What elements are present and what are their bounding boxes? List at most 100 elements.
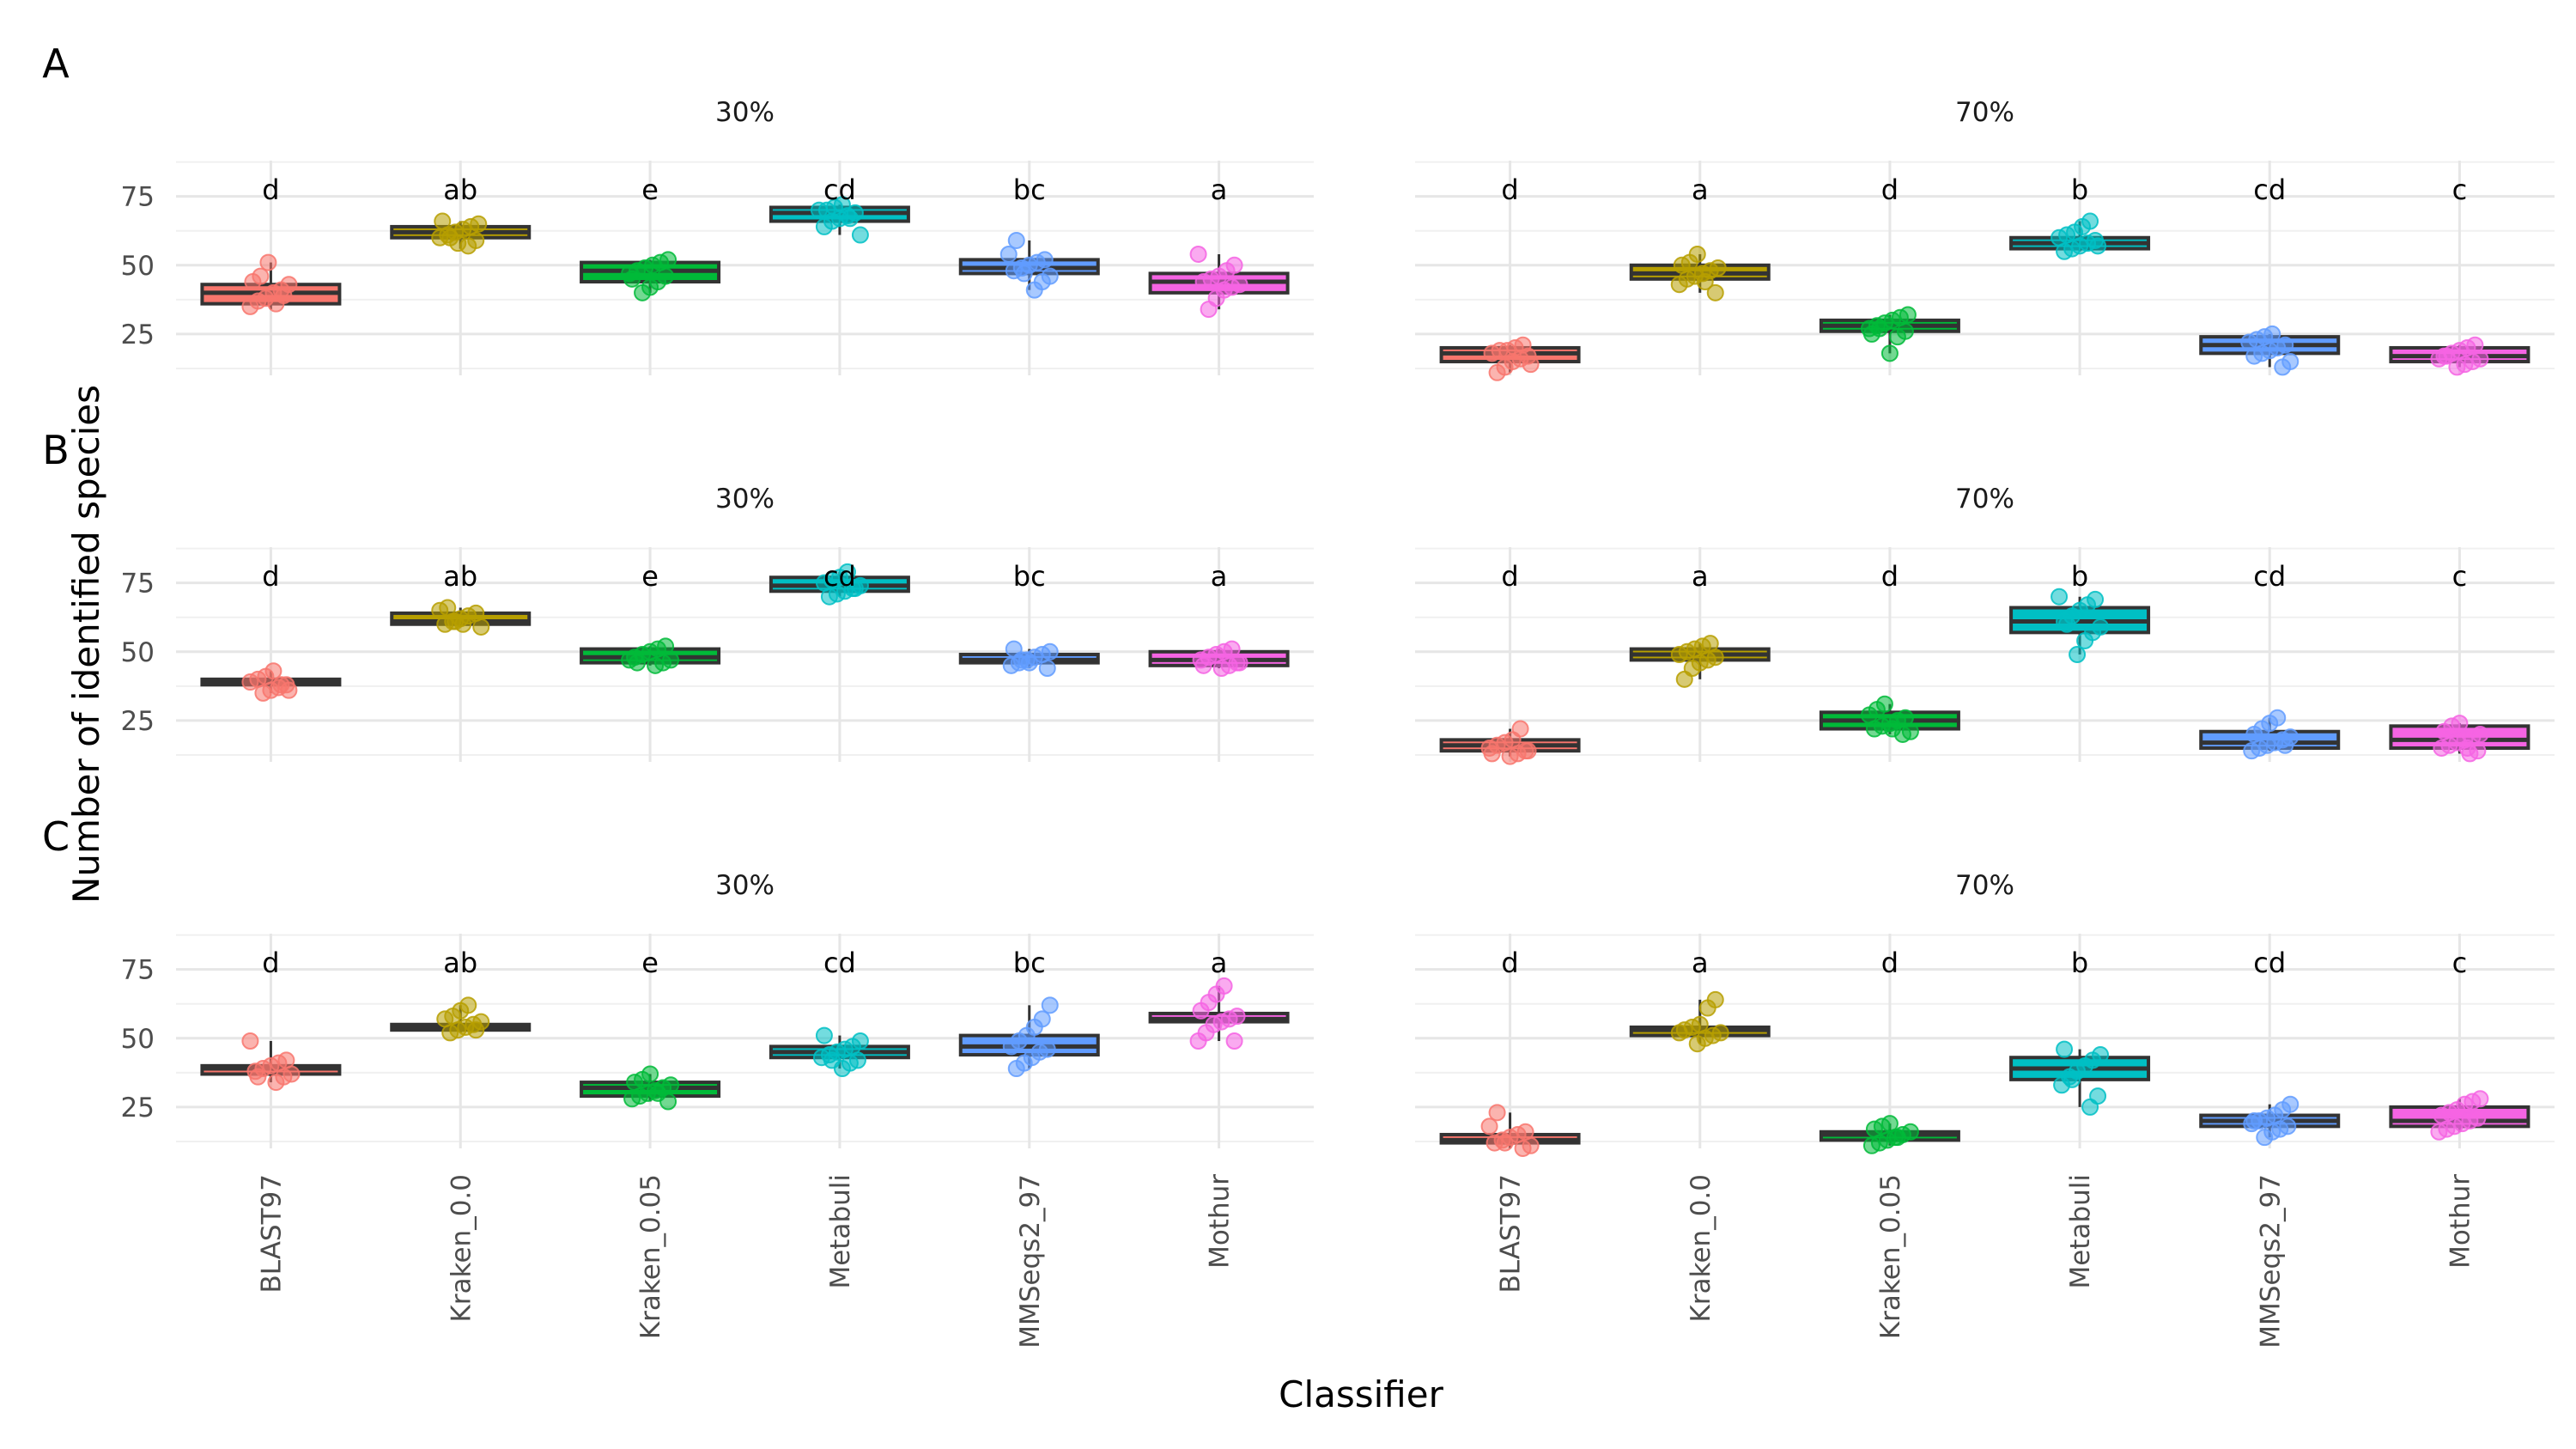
- facet-title: 70%: [1955, 97, 2014, 128]
- significance-letter: a: [1211, 560, 1228, 593]
- data-point: [1514, 336, 1532, 354]
- data-point: [1691, 1015, 1709, 1033]
- data-point: [467, 604, 485, 622]
- data-point: [2466, 336, 2484, 354]
- significance-letter: cd: [2253, 947, 2286, 979]
- data-point: [659, 251, 677, 269]
- data-point: [2438, 347, 2456, 365]
- significance-letter: ab: [443, 174, 477, 206]
- data-point: [1899, 306, 1917, 324]
- significance-letter: bc: [1013, 174, 1046, 206]
- y-tick-label: 75: [121, 569, 155, 600]
- facet-title: 70%: [1955, 870, 2014, 901]
- data-point: [1516, 1123, 1534, 1141]
- data-point: [1888, 1129, 1906, 1147]
- data-point: [2069, 646, 2087, 663]
- facet-A-70%: 70% d a d b cd c: [1415, 97, 2555, 381]
- data-point: [2089, 1087, 2107, 1105]
- significance-letter: d: [262, 174, 279, 206]
- panel-B: B 30% 25 50 75 d ab e cd bc a 70% d a d b cd c: [42, 427, 2555, 765]
- data-point: [851, 226, 869, 244]
- data-point: [2081, 212, 2099, 230]
- data-point: [2063, 1070, 2081, 1088]
- data-point: [2058, 615, 2076, 633]
- data-point: [1038, 1040, 1056, 1058]
- data-point: [1223, 640, 1241, 658]
- data-point: [454, 615, 472, 633]
- data-point: [449, 234, 467, 253]
- facet-title: 30%: [715, 870, 775, 901]
- data-point: [1007, 231, 1025, 249]
- data-point: [1522, 356, 1540, 374]
- data-point: [1020, 654, 1038, 672]
- data-point: [1688, 245, 1706, 263]
- significance-letter: d: [1501, 174, 1518, 206]
- data-point: [277, 1051, 295, 1069]
- data-point: [2087, 590, 2105, 608]
- significance-letter: e: [641, 947, 659, 979]
- data-point: [641, 1065, 659, 1083]
- data-point: [2092, 618, 2110, 636]
- data-point: [1880, 344, 1899, 362]
- data-point: [1215, 977, 1233, 995]
- data-point: [1480, 1117, 1498, 1135]
- data-point: [1488, 1104, 1506, 1122]
- significance-letter: d: [1501, 947, 1518, 979]
- data-point: [1511, 720, 1529, 738]
- significance-letter: b: [2071, 560, 2088, 593]
- significance-letter: d: [1881, 947, 1899, 979]
- data-point: [2281, 1095, 2300, 1113]
- data-point: [1036, 251, 1054, 269]
- data-point: [657, 637, 675, 655]
- significance-letter: c: [2452, 947, 2468, 979]
- significance-letter: cd: [2253, 174, 2286, 206]
- data-point: [1483, 745, 1501, 763]
- data-point: [1496, 1134, 1514, 1152]
- data-point: [1519, 742, 1537, 760]
- facet-B-70%: 70% d a d b cd c: [1415, 484, 2555, 765]
- data-point: [846, 580, 864, 598]
- data-point: [1189, 245, 1207, 263]
- y-tick-label: 25: [121, 320, 155, 350]
- data-point: [1230, 654, 1249, 672]
- data-point: [2092, 1046, 2110, 1064]
- significance-letter: c: [2452, 174, 2468, 206]
- facet-B-30%: 30% 25 50 75 d ab e cd bc a: [121, 484, 1314, 762]
- significance-letter: b: [2071, 174, 2088, 206]
- x-axis-label: Classifier: [1279, 1373, 1443, 1416]
- x-tick-label: Mothur: [1205, 1174, 1236, 1269]
- data-point: [241, 1032, 259, 1050]
- data-point: [2469, 1109, 2487, 1127]
- data-point: [1230, 276, 1249, 294]
- data-point: [467, 1021, 485, 1039]
- data-point: [999, 245, 1018, 263]
- data-point: [264, 662, 283, 680]
- data-point: [2281, 352, 2300, 370]
- facet-C-30%: 30% 25 50 75 d ab e cd bc a BLAST97 Kraken_0.0 Krake…: [121, 870, 1314, 1349]
- significance-letter: c: [2452, 560, 2468, 593]
- x-tick-label: Kraken_0.0: [1686, 1174, 1716, 1322]
- data-point: [1033, 1010, 1051, 1028]
- data-point: [1706, 990, 1724, 1008]
- data-point: [2276, 336, 2294, 354]
- data-point: [1228, 1008, 1246, 1026]
- data-point: [259, 253, 277, 271]
- data-point: [1875, 695, 1893, 713]
- y-axis-label: Number of identified species: [65, 385, 107, 904]
- data-point: [1225, 256, 1243, 274]
- significance-letter: e: [641, 560, 659, 593]
- data-point: [439, 599, 457, 617]
- data-point: [459, 996, 477, 1014]
- panel-label-C: C: [42, 813, 70, 860]
- significance-letter: a: [1211, 947, 1228, 979]
- x-tick-label: Mothur: [2445, 1174, 2476, 1269]
- data-point: [249, 1068, 267, 1086]
- significance-letter: d: [262, 560, 279, 593]
- data-point: [2050, 588, 2069, 606]
- data-point: [2089, 237, 2107, 255]
- data-point: [1709, 259, 1727, 277]
- significance-letter: cd: [823, 560, 856, 593]
- data-point: [2276, 736, 2294, 754]
- data-point: [1015, 265, 1033, 283]
